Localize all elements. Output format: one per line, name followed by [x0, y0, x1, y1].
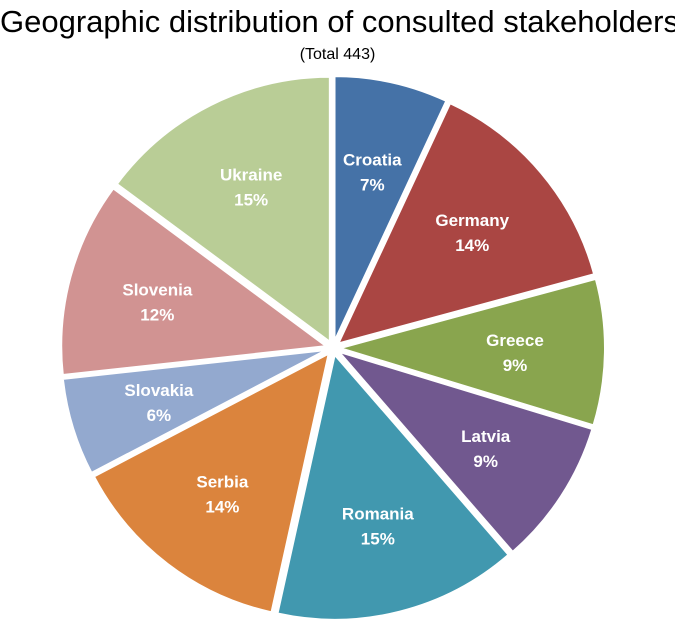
pie-slice-slovenia — [60, 187, 329, 377]
slice-label-ukraine: Ukraine — [220, 165, 282, 184]
pie-slice-ukraine — [115, 75, 331, 344]
slice-label-slovenia: Slovenia — [122, 280, 192, 299]
pie-slice-greece — [336, 277, 606, 427]
slice-value-slovakia: 6% — [147, 406, 172, 425]
slice-value-croatia: 7% — [360, 175, 385, 194]
slice-label-greece: Greece — [486, 331, 544, 350]
slice-value-greece: 9% — [503, 356, 528, 375]
slice-value-ukraine: 15% — [234, 190, 268, 209]
slice-value-germany: 14% — [455, 236, 489, 255]
slice-label-croatia: Croatia — [343, 150, 402, 169]
slice-value-romania: 15% — [361, 529, 395, 548]
pie-slice-serbia — [92, 351, 331, 614]
pie-slice-croatia — [333, 75, 448, 342]
slice-label-slovakia: Slovakia — [124, 381, 194, 400]
slice-value-serbia: 14% — [205, 498, 239, 517]
slice-label-germany: Germany — [435, 211, 509, 230]
slice-value-latvia: 9% — [473, 452, 498, 471]
pie-slice-slovakia — [61, 349, 327, 475]
chart-subtitle: (Total 443) — [299, 46, 376, 63]
pie-slice-romania — [276, 352, 510, 621]
pie-slice-latvia — [335, 349, 594, 554]
slice-label-serbia: Serbia — [196, 473, 249, 492]
slice-value-slovenia: 12% — [140, 305, 174, 324]
chart-title: Geographic distribution of consulted sta… — [0, 4, 675, 39]
slice-label-latvia: Latvia — [461, 427, 511, 446]
pie-slice-germany — [336, 101, 596, 346]
slice-label-romania: Romania — [342, 504, 414, 523]
